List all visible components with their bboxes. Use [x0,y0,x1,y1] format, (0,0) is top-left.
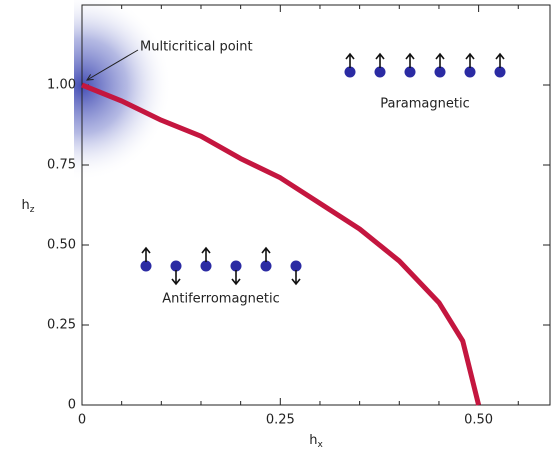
x-tick-label: 0.25 [266,413,295,428]
spin [344,66,356,78]
spin-arrow [375,52,385,68]
spin [434,66,446,78]
annotation-arrow [87,49,139,80]
spin [494,66,506,78]
y-tick-label: 0 [68,398,76,413]
spin-arrow [201,246,211,262]
x-tick-label: 0.50 [464,413,493,428]
annotation: Paramagnetic [380,97,470,112]
spin [170,260,182,272]
spin-arrow [231,270,241,286]
spin-arrow [465,52,475,68]
spin-arrow [345,52,355,68]
spin [404,66,416,78]
spin-arrow [171,270,181,286]
x-tick-label: 0 [78,413,86,428]
phase-boundary [81,82,482,406]
spin [260,260,272,272]
spin-arrow [141,246,151,262]
spin-arrow [291,270,301,286]
annotation: Multicritical point [140,40,253,55]
multicritical-glow [74,0,172,181]
spin-arrow [261,246,271,262]
spin-arrow [435,52,445,68]
plot-frame [81,4,551,406]
y-tick-label: 0.25 [47,318,76,333]
spin [230,260,242,272]
y-tick-label: 0.50 [47,238,76,253]
y-tick-label: 1.00 [47,78,76,93]
y-axis-label: hz [22,198,35,215]
y-tick-label: 0.75 [47,158,76,173]
spin-arrow [495,52,505,68]
spin-arrow [405,52,415,68]
spin [374,66,386,78]
spin [200,260,212,272]
spin [140,260,152,272]
x-axis-label: hx [309,433,323,450]
spin [464,66,476,78]
spin [290,260,302,272]
annotation: Antiferromagnetic [162,292,280,307]
